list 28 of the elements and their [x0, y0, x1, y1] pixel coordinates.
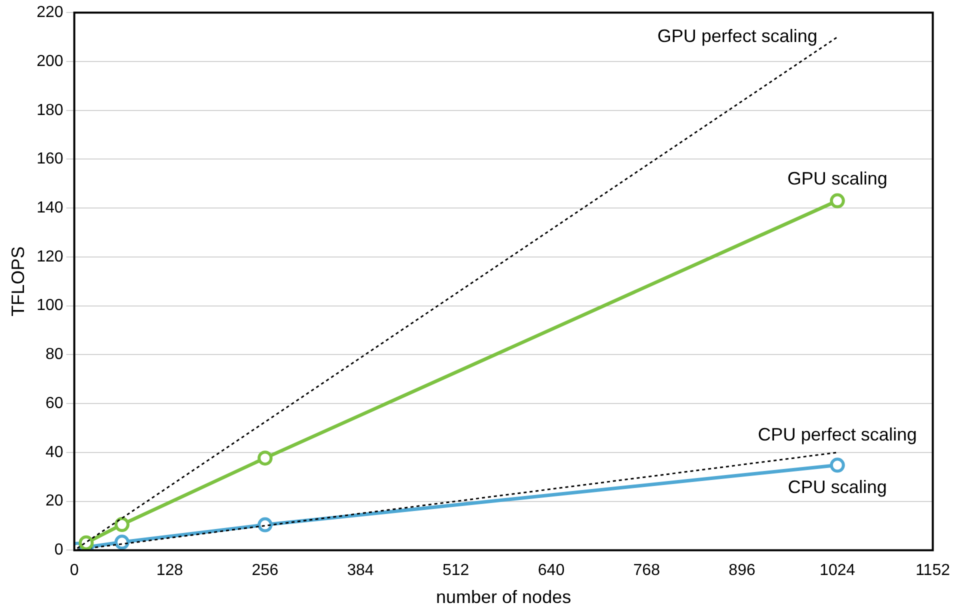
- series-label: GPU scaling: [787, 168, 888, 189]
- y-tick-label: 160: [36, 150, 64, 168]
- series-label: CPU scaling: [788, 477, 887, 498]
- y-tick-label: 120: [36, 248, 64, 266]
- y-tick-label: 80: [46, 346, 64, 364]
- y-tick-label: 200: [36, 52, 64, 70]
- series-label: GPU perfect scaling: [657, 26, 818, 46]
- x-tick-label: 384: [347, 562, 374, 580]
- x-tick-label: 1152: [916, 562, 950, 580]
- y-tick-label: 0: [54, 542, 64, 559]
- x-tick-label: 128: [156, 562, 184, 580]
- y-tick-label: 60: [46, 394, 64, 412]
- x-tick-label: 896: [728, 562, 756, 580]
- y-tick-label: 220: [36, 4, 64, 22]
- x-axis-title: number of nodes: [436, 587, 572, 608]
- x-tick-label: 512: [442, 562, 470, 580]
- x-tick-label: 768: [633, 562, 660, 580]
- y-tick-label: 100: [36, 297, 64, 314]
- y-tick-label: 140: [36, 199, 64, 216]
- y-tick-label: 20: [46, 492, 64, 510]
- x-tick-label: 0: [70, 562, 79, 580]
- y-axis-title: TFLOPS: [8, 246, 28, 316]
- y-tick-label: 180: [36, 102, 64, 119]
- x-tick-label: 640: [538, 562, 565, 580]
- series-label: CPU perfect scaling: [758, 424, 917, 444]
- x-tick-label: 256: [252, 562, 279, 580]
- y-tick-label: 40: [46, 444, 64, 461]
- x-tick-label: 1024: [820, 562, 856, 580]
